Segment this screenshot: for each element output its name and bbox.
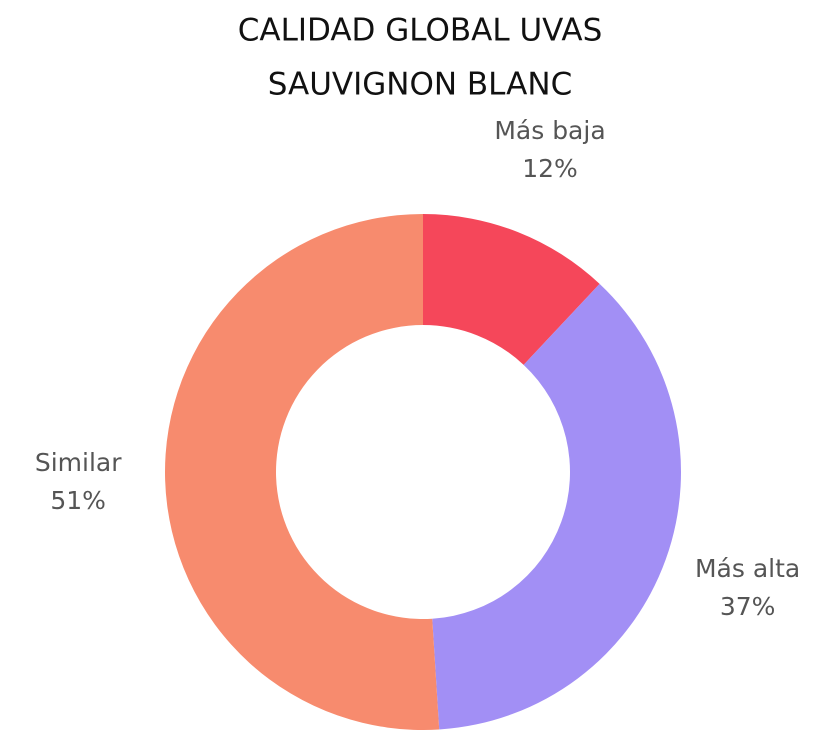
value-label: 37% xyxy=(720,592,776,621)
value-label: 51% xyxy=(50,486,106,515)
chart-title: CALIDAD GLOBAL UVAS xyxy=(238,13,603,49)
slice xyxy=(432,283,681,730)
chart-title: SAUVIGNON BLANC xyxy=(268,67,572,103)
slice-label: Similar xyxy=(35,448,122,477)
slice xyxy=(423,214,600,365)
slice-label: Más baja xyxy=(494,116,605,145)
slice-label: Más alta xyxy=(695,554,800,583)
value-label: 12% xyxy=(522,154,578,183)
slice xyxy=(165,214,440,730)
